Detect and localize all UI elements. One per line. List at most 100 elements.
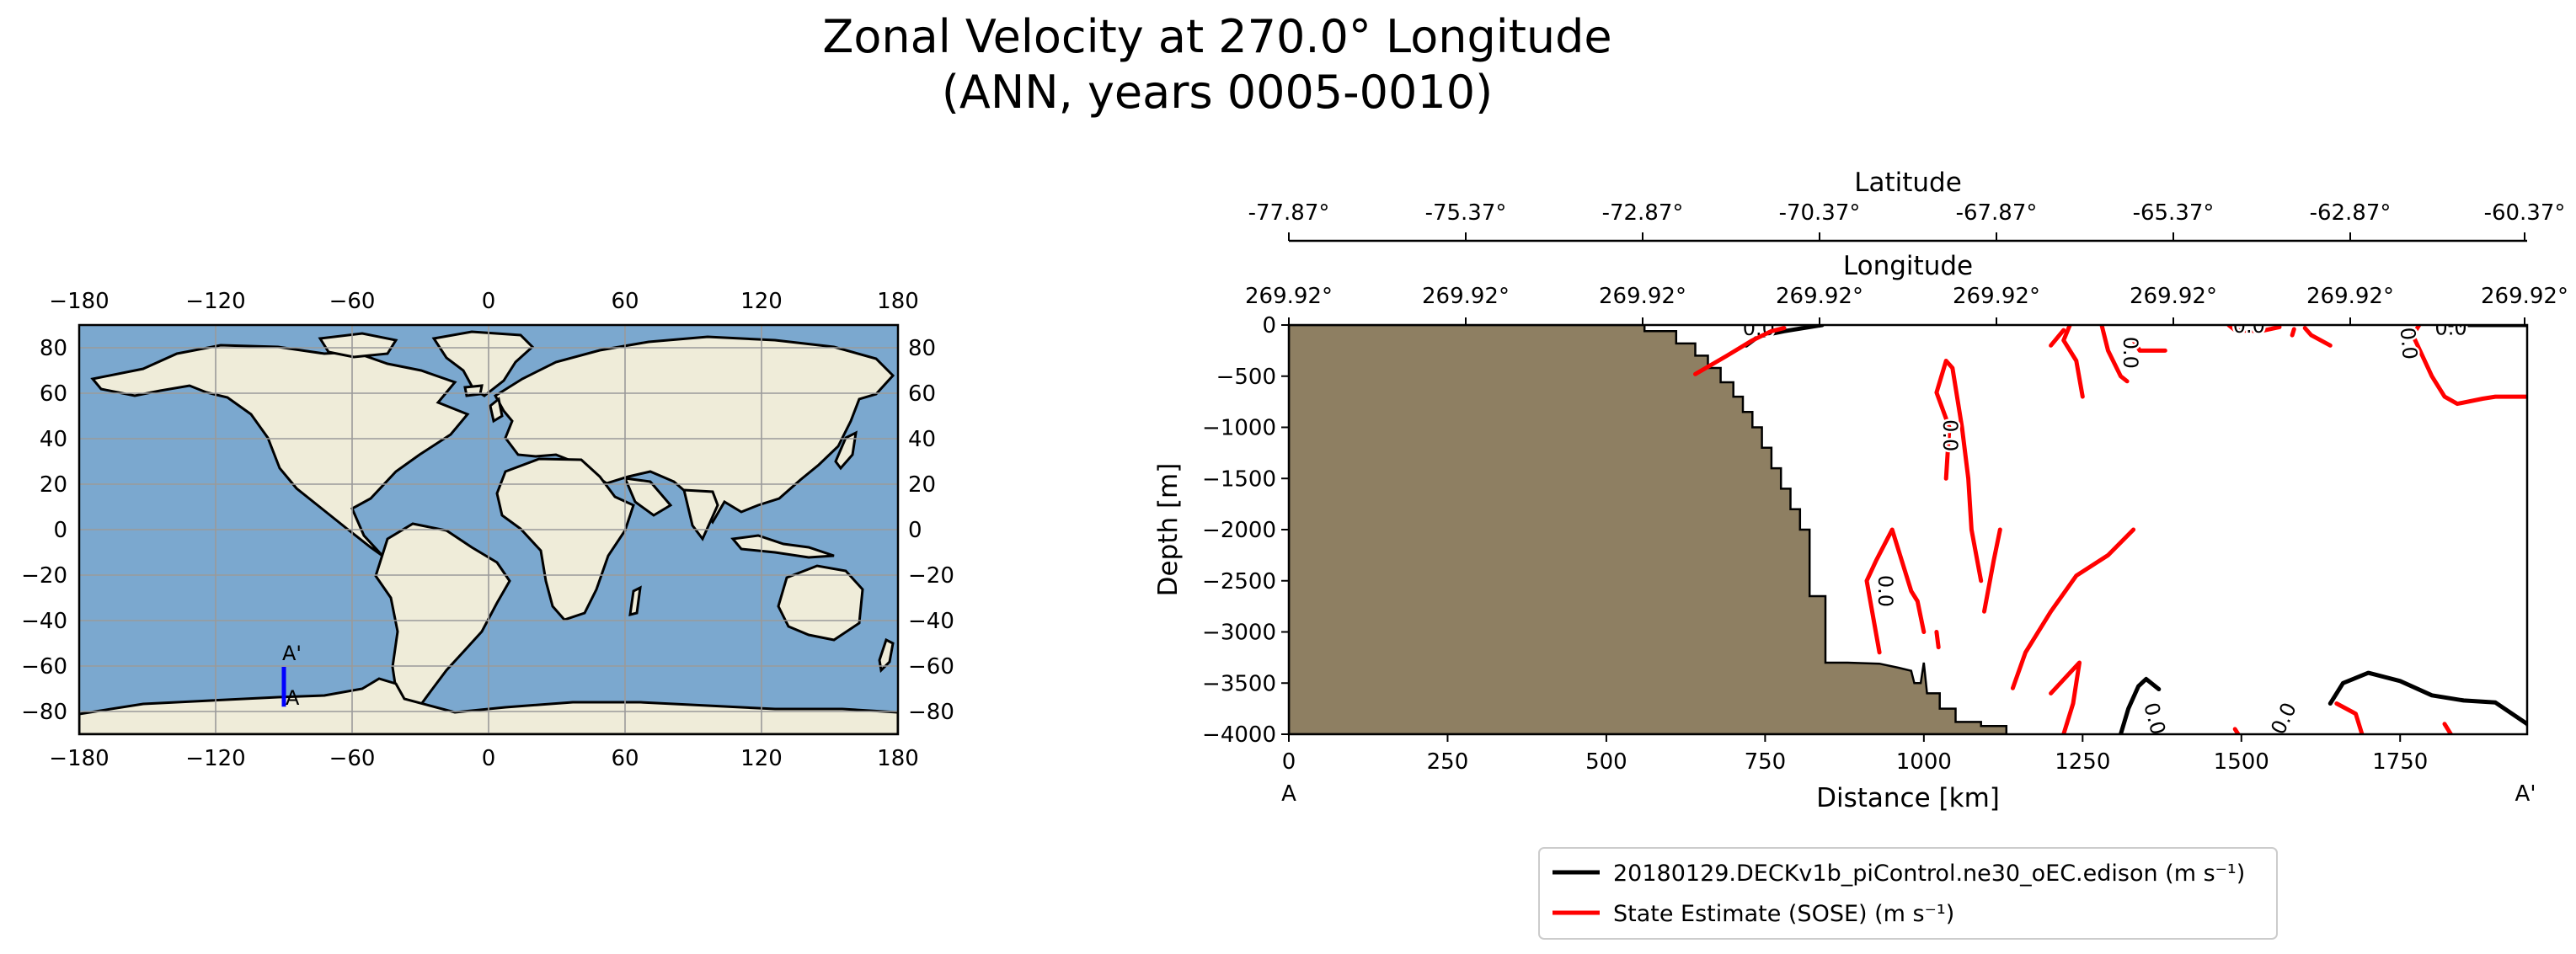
longitude-tick-label: 269.92°: [1422, 284, 1510, 309]
map-y-tick-right: −40: [908, 609, 954, 634]
sose-contour-label: 0.0: [2119, 337, 2142, 369]
latitude-tick-label: -60.37°: [2484, 200, 2566, 226]
section-ticks: 0 250 500 750 1000 1250 1500 1750 0 −500 −1000 −150…: [1202, 313, 2428, 775]
map-x-tick-bottom: 120: [740, 746, 783, 771]
map-x-tick-bottom: 0: [482, 746, 496, 771]
sose-contour: [2131, 338, 2167, 353]
land-uk: [489, 397, 504, 424]
legend-label-model: 20180129.DECKv1b_piControl.ne30_oEC.edis…: [1613, 861, 2245, 887]
map-x-tick-top: −180: [49, 289, 109, 314]
land-madagascar: [628, 585, 642, 616]
longitude-tick-label: 269.92°: [1776, 284, 1863, 309]
x-tick-label: 1750: [2372, 749, 2428, 775]
y-tick-label: −3500: [1202, 671, 1276, 696]
longitude-tick-label: 269.92°: [1599, 284, 1686, 309]
map-x-tick-top: −120: [185, 289, 245, 314]
land-australia: [777, 564, 864, 642]
endpoint-label-a-prime: A': [2515, 781, 2536, 807]
land-arctic-islands: [318, 332, 398, 359]
map-y-tick-left: 20: [40, 472, 67, 498]
sose-contour: [2334, 701, 2365, 734]
map-y-tick-left: −20: [21, 563, 67, 589]
land-south-america: [374, 522, 511, 718]
land-eurasia: [493, 335, 895, 525]
latitude-tick-label: -77.87°: [1248, 200, 1330, 226]
x-tick-label: 500: [1585, 749, 1627, 775]
transect-line: A A': [281, 642, 302, 710]
y-tick-label: −3000: [1202, 621, 1276, 646]
sose-contour: [1934, 359, 1984, 584]
longitude-tick-label: 269.92°: [2130, 284, 2217, 309]
y-tick-label: −2000: [1202, 518, 1276, 543]
map-x-tick-top: 0: [482, 289, 496, 314]
sose-contour: [2290, 327, 2296, 338]
bathymetry: [1289, 325, 2008, 734]
legend: 20180129.DECKv1b_piControl.ne30_oEC.edis…: [1538, 847, 2278, 940]
sose-contour: [2010, 527, 2136, 690]
land-japan: [834, 430, 858, 471]
x-axis-label: Distance [km]: [1816, 783, 2000, 813]
figure-title-line1: Zonal Velocity at 270.0° Longitude: [822, 10, 1611, 63]
map-y-tick-left: 60: [40, 381, 67, 407]
y-axis-label: Depth [m]: [1153, 463, 1184, 597]
map-y-tick-left: 0: [53, 518, 67, 543]
sose-contour: [2302, 326, 2333, 348]
sose-contour: [2226, 325, 2282, 333]
land-arabia: [623, 477, 673, 517]
sose-contour-label: 0.0: [1938, 419, 1962, 451]
sose-contour-label: 0.0: [1873, 575, 1897, 607]
y-tick-label: −1500: [1202, 466, 1276, 492]
map-y-tick-right: −60: [908, 654, 954, 680]
map-x-tick-top: 180: [877, 289, 919, 314]
sose-contour: [1982, 527, 2002, 614]
map-y-tick-left: 40: [40, 427, 67, 452]
map-x-tick-bottom: −180: [49, 746, 109, 771]
longitude-tick-label: 269.92°: [2481, 284, 2568, 309]
latitude-tick-label: -70.37°: [1779, 200, 1861, 226]
map-y-tick-right: 0: [908, 518, 922, 543]
map-x-tick-bottom: −120: [185, 746, 245, 771]
map-x-tick-top: −60: [329, 289, 376, 314]
map-y-tick-left: −40: [21, 609, 67, 634]
sose-contour-label: 0.0: [2233, 314, 2265, 338]
map-y-tick-right: 20: [908, 472, 936, 498]
map-x-tick-bottom: 180: [877, 746, 919, 771]
y-tick-label: −500: [1216, 365, 1276, 390]
map-y-tick-left: −60: [21, 654, 67, 680]
land-indonesia: [730, 534, 835, 559]
map-y-tick-left: 80: [40, 336, 67, 361]
legend-label-sose: State Estimate (SOSE) (m s⁻¹): [1613, 901, 1954, 927]
map-x-tick-bottom: 60: [611, 746, 639, 771]
model-contour-label: 0.0: [2434, 316, 2466, 339]
map-gridlines: [79, 325, 898, 734]
map-x-tick-top: 120: [740, 289, 783, 314]
transect-label-start: A: [286, 686, 300, 710]
map-y-tick-right: 40: [908, 427, 936, 452]
map-x-tick-top: 60: [611, 289, 639, 314]
sose-contour: [1693, 326, 1787, 376]
x-tick-label: 1000: [1896, 749, 1952, 775]
model-contour-label: 0.0: [1743, 317, 1775, 340]
sose-contour: [2442, 722, 2453, 734]
latitude-axis-label: Latitude: [1854, 168, 1962, 198]
endpoint-label-a: A: [1281, 781, 1296, 807]
x-tick-label: 1250: [2055, 749, 2110, 775]
sose-contour: [2410, 325, 2527, 407]
sose-contour-label: 0.0: [2396, 327, 2422, 360]
land-africa: [495, 457, 635, 621]
longitude-tick-label: 269.92°: [1245, 284, 1333, 309]
legend-box: [1538, 847, 2278, 940]
model-contour: [2327, 670, 2527, 728]
map-y-tick-right: 80: [908, 336, 936, 361]
map-y-tick-right: −80: [908, 700, 954, 725]
y-tick-label: 0: [1262, 313, 1276, 338]
map-frame: [77, 323, 900, 736]
latitude-tick-label: -67.87°: [1956, 200, 2038, 226]
longitude-axis-label: Longitude: [1843, 251, 1973, 281]
latitude-tick-label: -72.87°: [1602, 200, 1684, 226]
latitude-tick-label: -65.37°: [2133, 200, 2215, 226]
latitude-tick-label: -62.87°: [2310, 200, 2392, 226]
map-ticks: −180 −180 −120 −120 −60 −60 0 0 60 60 120 120 180 180…: [21, 289, 954, 771]
sose-contour: [2049, 328, 2066, 348]
